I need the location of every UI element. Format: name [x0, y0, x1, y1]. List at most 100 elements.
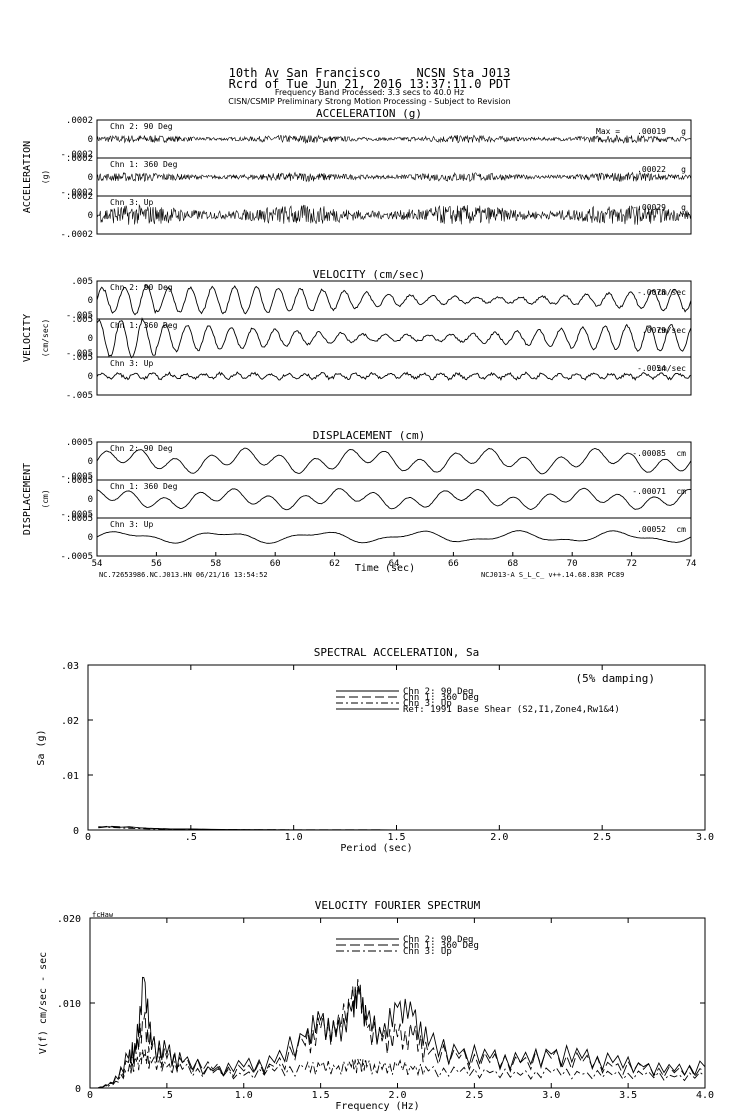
- x-tick-label: 2.5: [465, 1090, 483, 1101]
- max-value: -.0054: [637, 364, 666, 373]
- x-tick-label: 2.5: [593, 832, 611, 843]
- y-tick-label: .0002: [66, 192, 93, 202]
- y-tick-label: 0: [88, 334, 93, 344]
- trace-frame: [96, 356, 692, 396]
- channel-label: Chn 1: 360 Deg: [110, 321, 178, 330]
- x-tick-label: 54: [92, 559, 103, 569]
- footer-right: NCJ013-A S_L_C_ v++.14.68.83R PC89: [481, 571, 624, 579]
- panel-unit-label: (cm/sec): [41, 319, 50, 358]
- x-tick-label: 64: [389, 559, 400, 569]
- x-tick-label: 68: [507, 559, 518, 569]
- trace-frame: [96, 479, 692, 519]
- y-tick-label: 0: [88, 296, 93, 306]
- max-label: Max =: [596, 127, 620, 136]
- y-tick-label: .005: [71, 315, 93, 325]
- max-value: -.00071: [632, 487, 666, 496]
- y-tick-label: -.0005: [60, 472, 93, 482]
- max-value: -.0078: [637, 288, 666, 297]
- channel-label: Chn 2: 90 Deg: [110, 283, 173, 292]
- y-tick-label: -.005: [66, 391, 93, 401]
- series-line: [98, 826, 705, 831]
- y-tick-label: .02: [61, 716, 79, 727]
- panel-title: VELOCITY (cm/sec): [313, 268, 426, 281]
- max-value: .00022: [637, 165, 666, 174]
- waveform-trace: [96, 487, 692, 511]
- series-line: [97, 979, 706, 1089]
- x-tick-label: 2.0: [388, 1090, 406, 1101]
- y-tick-label: 0: [73, 826, 79, 837]
- y-axis-label: Sa (g): [36, 729, 47, 765]
- x-tick-label: 1.5: [387, 832, 405, 843]
- x-tick-label: 70: [567, 559, 578, 569]
- y-tick-label: 0: [88, 372, 93, 382]
- x-tick-label: 3.0: [696, 832, 714, 843]
- y-tick-label: .0002: [66, 116, 93, 126]
- x-tick-label: .5: [185, 832, 197, 843]
- y-tick-label: 0: [88, 173, 93, 183]
- y-tick-label: .010: [57, 999, 81, 1010]
- y-tick-label: .0005: [66, 438, 93, 448]
- y-tick-label: -.0005: [60, 552, 93, 562]
- spectral-acceleration-chart: SPECTRAL ACCELERATION, Sa 0 .5 1.0 1.5 2.0 2.5…: [36, 646, 714, 854]
- max-value: .00052: [637, 525, 666, 534]
- trace-frame: [96, 157, 692, 197]
- processing-disclaimer: CISN/CSMIP Preliminary Strong Motion Pro…: [228, 97, 511, 106]
- footer-left: NC.72653986.NC.J013.HN 06/21/16 13:54:52: [99, 571, 268, 579]
- x-tick-label: .5: [161, 1090, 173, 1101]
- channel-label: Chn 3: Up: [110, 359, 154, 368]
- panel-title: ACCELERATION (g): [316, 107, 422, 120]
- panel-side-label: VELOCITY: [22, 314, 33, 362]
- legend-label: Chn 3: Up: [403, 947, 452, 957]
- panel-side-label: ACCELERATION: [22, 141, 33, 213]
- waveform-trace: [96, 371, 692, 382]
- max-unit: cm: [676, 449, 686, 458]
- x-axis-label: Frequency (Hz): [335, 1101, 419, 1112]
- station-title: 10th Av San Francisco NCSN Sta J013: [228, 66, 511, 80]
- panel-unit-label: (cm): [41, 489, 50, 508]
- channel-label: Chn 2: 90 Deg: [110, 444, 173, 453]
- y-tick-label: .03: [61, 661, 79, 672]
- x-tick-label: 60: [270, 559, 281, 569]
- damping-annotation: (5% damping): [576, 672, 655, 685]
- max-unit: g: [681, 165, 686, 174]
- y-tick-label: 0: [88, 211, 93, 221]
- y-tick-label: 0: [88, 457, 93, 467]
- legend-label: Chn 1: 360 Deg: [403, 693, 479, 703]
- max-value: -.00029: [632, 203, 666, 212]
- x-tick-label: 4.0: [696, 1090, 714, 1101]
- channel-label: Chn 3: Up: [110, 520, 154, 529]
- y-tick-label: -.005: [66, 311, 93, 321]
- y-tick-label: -.0002: [60, 230, 93, 240]
- waveform-trace: [96, 203, 692, 225]
- y-tick-label: 0: [75, 1084, 81, 1095]
- chart-title: VELOCITY FOURIER SPECTRUM: [315, 899, 481, 912]
- trace-frame: [96, 318, 692, 358]
- max-unit: cm: [676, 487, 686, 496]
- x-tick-label: 56: [151, 559, 162, 569]
- plot-frame: [87, 664, 706, 831]
- x-tick-label: 72: [626, 559, 637, 569]
- legend-label: Chn 1: 360 Deg: [403, 941, 479, 951]
- x-tick-label: 1.0: [235, 1090, 253, 1101]
- y-tick-label: .0005: [66, 476, 93, 486]
- max-unit: cm: [676, 525, 686, 534]
- corner-label: fcHaw: [92, 911, 114, 919]
- time-series-plots: ACCELERATION (g) ACCELERATION (g) .0002 0 -.0…: [22, 107, 696, 579]
- x-tick-label: 1.0: [285, 832, 303, 843]
- max-value: -.00085: [632, 449, 666, 458]
- y-tick-label: .0002: [66, 154, 93, 164]
- channel-label: Chn 1: 360 Deg: [110, 482, 178, 491]
- legend-label: Chn 3: Up: [403, 699, 452, 709]
- waveform-trace: [96, 171, 692, 183]
- legend-label: Chn 2: 90 Deg: [403, 687, 473, 697]
- y-tick-label: -.0002: [60, 188, 93, 198]
- max-value: .00019: [637, 127, 666, 136]
- y-tick-label: .005: [71, 353, 93, 363]
- legend-label: Chn 2: 90 Deg: [403, 935, 473, 945]
- x-tick-label: 58: [210, 559, 221, 569]
- x-tick-label: 2.0: [490, 832, 508, 843]
- x-tick-label: 0: [85, 832, 91, 843]
- chart-title: SPECTRAL ACCELERATION, Sa: [314, 646, 480, 659]
- x-tick-label: 62: [329, 559, 340, 569]
